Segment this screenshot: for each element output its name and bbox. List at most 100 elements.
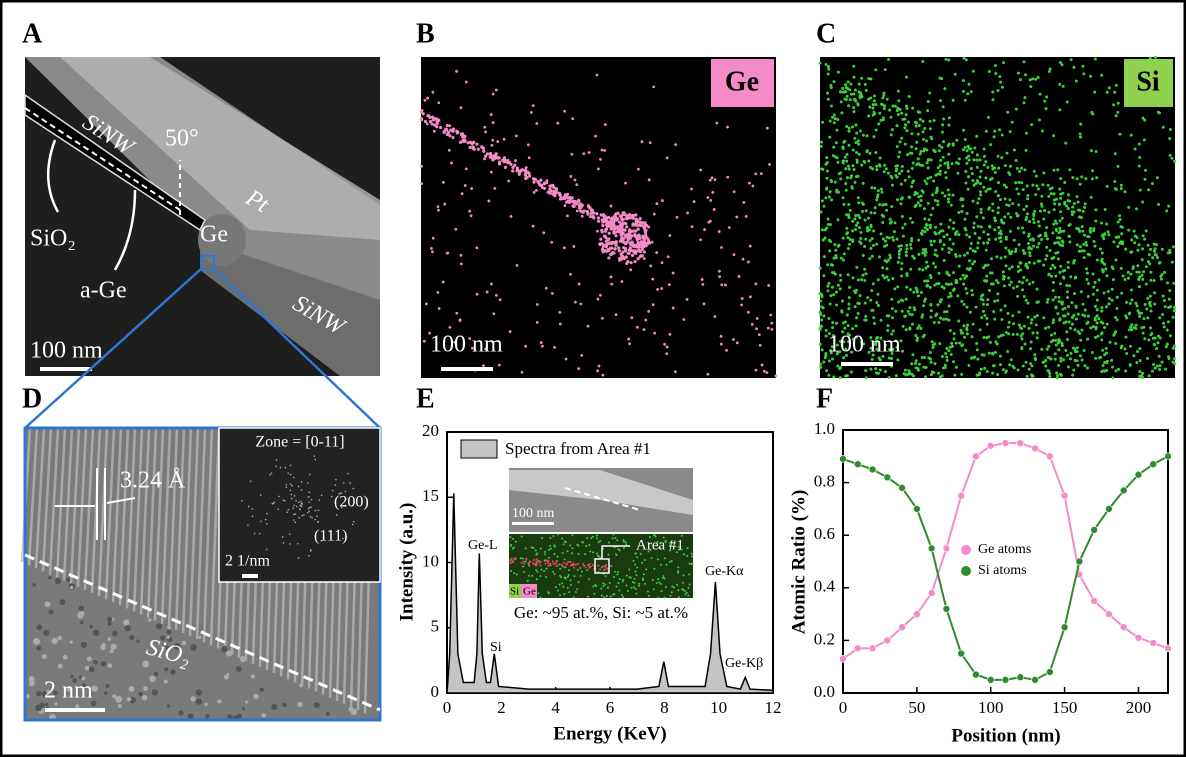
- dot: [989, 257, 993, 261]
- dot: [890, 332, 894, 336]
- dot: [842, 159, 846, 163]
- dot: [871, 167, 875, 171]
- dot: [887, 258, 891, 262]
- speckle: [62, 654, 68, 660]
- dot: [1077, 249, 1081, 253]
- speckle: [128, 686, 135, 692]
- dot: [938, 169, 942, 173]
- dot: [441, 180, 445, 184]
- dot: [897, 300, 901, 304]
- speckle: [79, 620, 84, 625]
- dot: [943, 366, 947, 370]
- dot: [621, 580, 624, 583]
- dot: [945, 317, 949, 321]
- speckle: [44, 601, 51, 608]
- dot: [1007, 203, 1011, 207]
- dot: [945, 346, 949, 350]
- dot: [918, 203, 922, 207]
- dot: [823, 236, 827, 240]
- dot: [919, 290, 923, 294]
- dot: [853, 217, 857, 221]
- dot: [846, 324, 850, 328]
- dot: [767, 284, 771, 287]
- dot: [1137, 142, 1141, 146]
- dot: [841, 196, 845, 200]
- dot: [450, 161, 453, 165]
- dot: [635, 566, 638, 569]
- speckle: [300, 489, 303, 491]
- dot: [1003, 255, 1007, 259]
- dot: [630, 240, 634, 244]
- dot: [701, 282, 705, 286]
- dot: [1165, 328, 1169, 332]
- dot: [657, 546, 660, 549]
- dot: [1011, 314, 1015, 318]
- dot: [923, 253, 927, 257]
- dot: [1047, 344, 1051, 348]
- dot: [615, 585, 618, 588]
- dot: [1018, 261, 1022, 265]
- dot: [614, 570, 617, 573]
- dot: [1031, 77, 1035, 81]
- speckle: [195, 698, 203, 705]
- dot: [687, 586, 690, 589]
- inset-label: Ge: [523, 586, 536, 598]
- dot: [949, 203, 953, 207]
- dot: [1048, 371, 1052, 375]
- dot: [1153, 302, 1157, 306]
- dot: [591, 551, 594, 554]
- dot: [683, 589, 686, 592]
- dot: [750, 323, 754, 326]
- dot: [508, 330, 512, 334]
- dot: [1058, 108, 1062, 112]
- speckle: [110, 643, 117, 650]
- dot: [1107, 86, 1111, 90]
- dot: [1095, 314, 1099, 318]
- dot: [597, 555, 600, 558]
- dot: [622, 221, 626, 225]
- dot: [836, 364, 840, 368]
- dot: [822, 360, 826, 364]
- dot: [937, 371, 941, 375]
- dot: [1149, 247, 1153, 251]
- dot: [901, 226, 905, 230]
- dot: [458, 140, 463, 144]
- speckle: [57, 663, 63, 669]
- interface: [24, 553, 381, 712]
- dot: [856, 102, 860, 106]
- dot: [1065, 353, 1069, 357]
- dot: [720, 246, 723, 249]
- dot: [1015, 214, 1019, 218]
- dot: [559, 194, 563, 198]
- dot: [1095, 308, 1099, 312]
- dot: [614, 553, 617, 556]
- dot: [513, 163, 517, 167]
- dot: [926, 264, 930, 268]
- dot: [1146, 316, 1150, 320]
- dot: [690, 552, 693, 555]
- dot: [895, 124, 899, 128]
- dot: [993, 350, 997, 354]
- speckle: [294, 513, 297, 515]
- dot: [628, 246, 632, 250]
- dot: [982, 147, 986, 151]
- dot: [459, 262, 463, 266]
- dot: [972, 221, 976, 225]
- dot: [847, 307, 851, 311]
- dot: [1148, 326, 1152, 330]
- dot: [596, 297, 600, 301]
- x-tick-label: 150: [1052, 698, 1078, 717]
- dot: [648, 141, 652, 145]
- dot: [497, 162, 502, 166]
- dot: [634, 213, 638, 217]
- dot: [535, 563, 538, 566]
- dot: [618, 230, 622, 234]
- dot: [630, 229, 634, 233]
- dot: [921, 248, 925, 252]
- dot: [1137, 243, 1141, 247]
- dot: [735, 341, 739, 345]
- dot: [1138, 347, 1142, 351]
- dot: [1017, 280, 1021, 284]
- dot: [941, 123, 945, 127]
- dot: [614, 242, 618, 247]
